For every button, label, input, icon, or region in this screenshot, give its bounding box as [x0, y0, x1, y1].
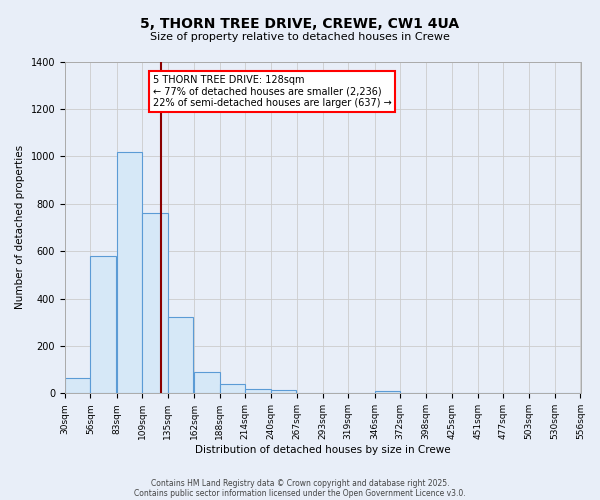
Text: 5 THORN TREE DRIVE: 128sqm
← 77% of detached houses are smaller (2,236)
22% of s: 5 THORN TREE DRIVE: 128sqm ← 77% of deta… [152, 75, 391, 108]
Bar [245, 388, 271, 394]
Bar [220, 384, 245, 394]
Y-axis label: Number of detached properties: Number of detached properties [15, 146, 25, 310]
Text: Size of property relative to detached houses in Crewe: Size of property relative to detached ho… [150, 32, 450, 42]
Text: 5, THORN TREE DRIVE, CREWE, CW1 4UA: 5, THORN TREE DRIVE, CREWE, CW1 4UA [140, 18, 460, 32]
Text: Contains HM Land Registry data © Crown copyright and database right 2025.: Contains HM Land Registry data © Crown c… [151, 478, 449, 488]
Bar [91, 256, 116, 394]
X-axis label: Distribution of detached houses by size in Crewe: Distribution of detached houses by size … [195, 445, 451, 455]
Bar [117, 152, 142, 394]
Bar [374, 392, 400, 394]
Text: Contains public sector information licensed under the Open Government Licence v3: Contains public sector information licen… [134, 488, 466, 498]
Bar [65, 378, 91, 394]
Bar [271, 390, 296, 394]
Bar [142, 213, 168, 394]
Bar [168, 318, 193, 394]
Bar [194, 372, 220, 394]
